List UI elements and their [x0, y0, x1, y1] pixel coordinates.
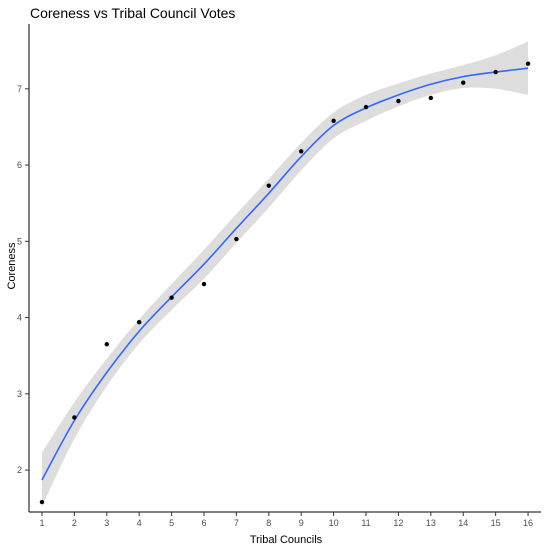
data-point — [104, 342, 109, 347]
y-tick-label: 5 — [17, 236, 22, 246]
x-tick-label: 2 — [72, 518, 77, 528]
data-point — [266, 183, 271, 188]
x-tick-label: 11 — [361, 518, 370, 528]
data-point — [331, 118, 336, 124]
x-axis-ticks: 1 2 3 4 5 6 7 8 9 10 11 12 13 14 15 16 — [39, 512, 533, 528]
smooth-line — [41, 67, 529, 481]
data-point — [299, 149, 304, 154]
x-tick-label: 5 — [169, 518, 174, 528]
x-tick-label: 3 — [104, 518, 109, 528]
data-point — [461, 80, 466, 85]
data-point — [396, 98, 401, 104]
points-layer — [39, 61, 531, 505]
x-tick-label: 6 — [201, 518, 206, 528]
x-tick-label: 12 — [393, 518, 403, 528]
data-point — [363, 104, 369, 110]
data-point — [525, 61, 531, 66]
x-tick-label: 15 — [491, 518, 501, 528]
y-axis-ticks: 2 3 4 5 6 7 — [17, 84, 29, 475]
data-point — [169, 295, 174, 300]
x-tick-label: 4 — [137, 518, 142, 528]
data-point — [136, 319, 142, 325]
x-tick-label: 16 — [523, 518, 533, 528]
chart-title: Coreness vs Tribal Council Votes — [30, 5, 235, 21]
data-point — [234, 236, 239, 242]
data-point — [39, 499, 45, 505]
x-tick-label: 1 — [39, 518, 44, 528]
y-tick-label: 7 — [17, 84, 22, 94]
x-tick-label: 8 — [266, 518, 271, 528]
data-point — [72, 415, 77, 420]
smooth-line-layer — [41, 67, 529, 481]
data-point — [428, 95, 434, 101]
y-tick-label: 6 — [17, 160, 22, 170]
x-tick-label: 13 — [426, 518, 436, 528]
x-tick-label: 14 — [458, 518, 468, 528]
x-tick-label: 7 — [234, 518, 239, 528]
y-tick-label: 3 — [17, 389, 22, 399]
x-tick-label: 10 — [329, 518, 339, 528]
x-axis-label: Tribal Councils — [250, 534, 323, 546]
data-point — [493, 69, 498, 75]
confidence-band-layer — [41, 41, 529, 507]
confidence-band — [41, 41, 529, 507]
y-axis-label: Coreness — [6, 242, 18, 290]
y-tick-label: 2 — [17, 465, 22, 475]
x-tick-label: 9 — [299, 518, 304, 528]
data-point — [201, 281, 207, 287]
y-tick-label: 4 — [17, 313, 22, 323]
